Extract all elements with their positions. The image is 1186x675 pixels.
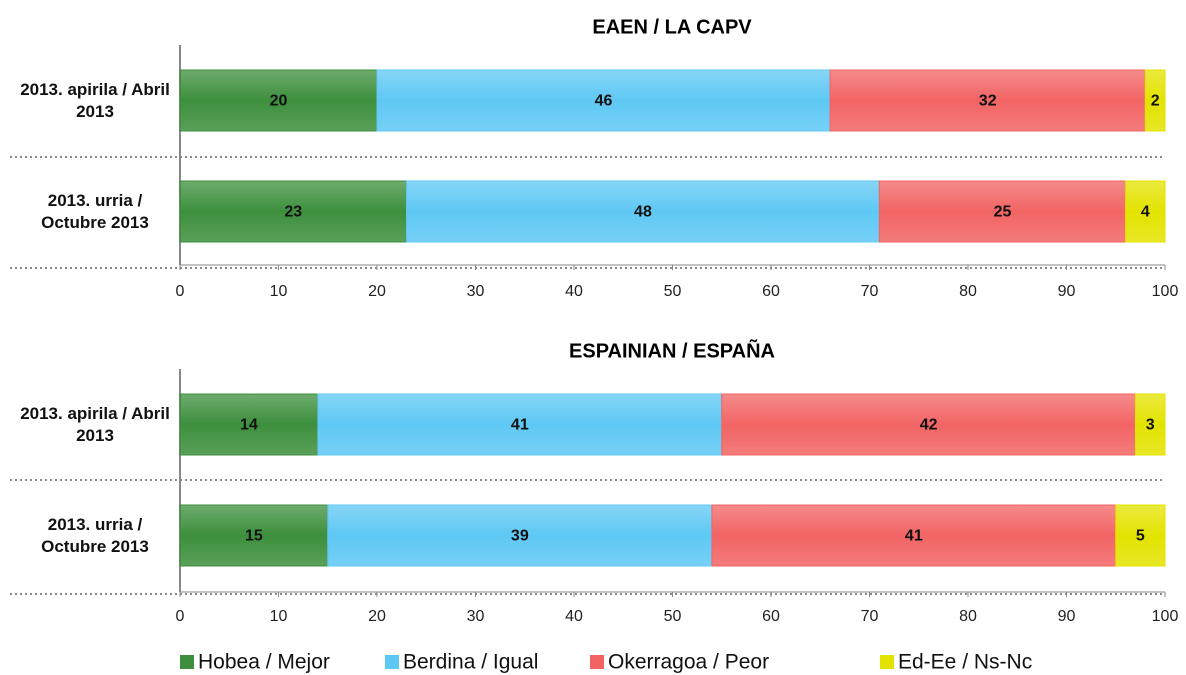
bar-segment — [327, 504, 713, 567]
x-tick-label: 80 — [959, 608, 977, 625]
bar-segment — [829, 69, 1146, 132]
x-tick-label: 10 — [270, 283, 288, 300]
bar-segment — [1125, 180, 1166, 243]
legend-swatch — [180, 655, 194, 669]
legend-swatch — [385, 655, 399, 669]
value-label: 41 — [905, 528, 923, 545]
x-tick-label: 60 — [762, 283, 780, 300]
value-label: 2 — [1151, 93, 1160, 110]
x-tick-label: 70 — [861, 283, 879, 300]
bar-segment — [376, 69, 831, 132]
bar-segment — [1134, 393, 1166, 456]
value-label: 41 — [511, 417, 529, 434]
x-tick-label: 90 — [1058, 608, 1076, 625]
bar-segment — [721, 393, 1136, 456]
bar-segment — [179, 393, 319, 456]
legend-swatch — [880, 655, 894, 669]
category-label: 2013. urria / Octubre 2013 — [41, 190, 149, 232]
chart-title: ESPAINIAN / ESPAÑA — [569, 339, 775, 362]
x-tick-label: 20 — [368, 608, 386, 625]
value-label: 5 — [1136, 528, 1145, 545]
x-tick-label: 70 — [861, 608, 879, 625]
value-label: 15 — [245, 528, 263, 545]
value-label: 48 — [634, 204, 652, 221]
legend-label: Okerragoa / Peor — [608, 651, 769, 674]
x-tick-label: 30 — [467, 608, 485, 625]
x-tick-label: 10 — [270, 608, 288, 625]
value-label: 23 — [284, 204, 302, 221]
x-tick-label: 50 — [664, 283, 682, 300]
x-tick-label: 100 — [1152, 608, 1179, 625]
legend-label: Berdina / Igual — [403, 651, 538, 674]
bar-segment — [1144, 69, 1166, 132]
x-tick-label: 0 — [176, 608, 185, 625]
bar-segment — [711, 504, 1117, 567]
value-label: 4 — [1141, 204, 1150, 221]
x-tick-label: 60 — [762, 608, 780, 625]
value-label: 46 — [595, 93, 613, 110]
legend-label: Ed-Ee / Ns-Nc — [898, 651, 1032, 674]
value-label: 39 — [511, 528, 529, 545]
bar-segment — [1115, 504, 1166, 567]
category-label: 2013. apirila / Abril 2013 — [20, 79, 170, 121]
bar-segment — [317, 393, 723, 456]
x-tick-label: 80 — [959, 283, 977, 300]
x-tick-label: 20 — [368, 283, 386, 300]
x-tick-label: 50 — [664, 608, 682, 625]
x-tick-label: 0 — [176, 283, 185, 300]
x-tick-label: 40 — [565, 608, 583, 625]
bar-segment — [179, 69, 378, 132]
chart-title: EAEN / LA CAPV — [592, 16, 752, 38]
bar-segment — [878, 180, 1127, 243]
value-label: 14 — [240, 417, 258, 434]
category-label: 2013. urria / Octubre 2013 — [41, 514, 149, 556]
legend-label: Hobea / Mejor — [198, 651, 330, 674]
x-tick-label: 100 — [1152, 283, 1179, 300]
legend-swatch — [590, 655, 604, 669]
value-label: 25 — [994, 204, 1012, 221]
value-label: 32 — [979, 93, 997, 110]
x-tick-label: 40 — [565, 283, 583, 300]
bar-segment — [179, 180, 408, 243]
value-label: 3 — [1146, 417, 1155, 434]
category-label: 2013. apirila / Abril 2013 — [20, 403, 170, 445]
bar-segment — [406, 180, 880, 243]
value-label: 20 — [270, 93, 288, 110]
bar-segment — [179, 504, 329, 567]
x-tick-label: 30 — [467, 283, 485, 300]
value-label: 42 — [920, 417, 938, 434]
x-tick-label: 90 — [1058, 283, 1076, 300]
